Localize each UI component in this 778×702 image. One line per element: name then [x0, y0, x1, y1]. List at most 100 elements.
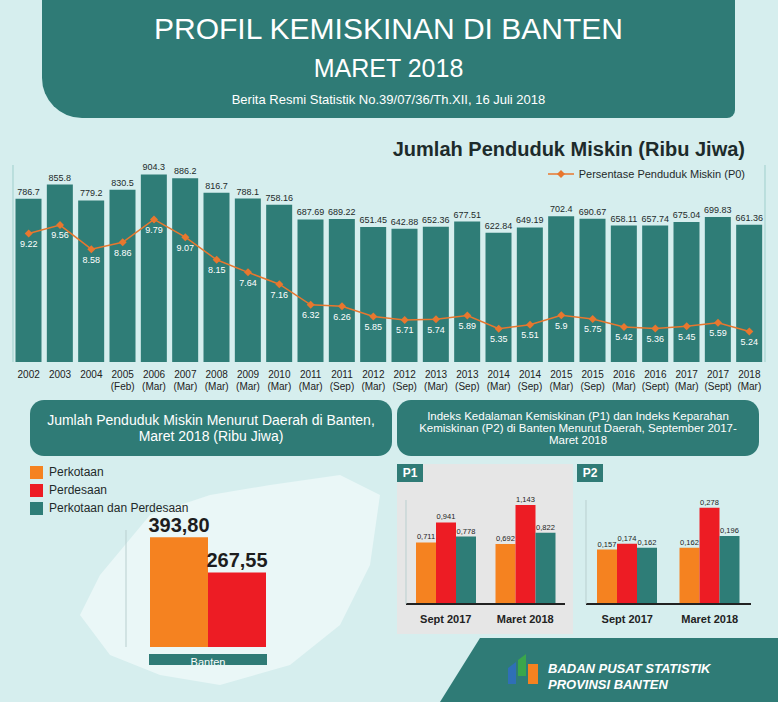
- svg-text:9.07: 9.07: [177, 243, 195, 253]
- svg-text:5.71: 5.71: [396, 325, 414, 335]
- svg-text:8.86: 8.86: [114, 248, 132, 258]
- svg-text:652.36: 652.36: [422, 215, 450, 225]
- svg-text:Maret 2018: Maret 2018: [497, 613, 554, 625]
- svg-text:2004: 2004: [80, 369, 103, 380]
- svg-text:0,711: 0,711: [417, 532, 435, 541]
- svg-text:5.51: 5.51: [521, 330, 539, 340]
- svg-text:661.36: 661.36: [735, 213, 763, 223]
- svg-text:702.4: 702.4: [550, 204, 573, 214]
- svg-text:2015(Sep): 2015(Sep): [580, 369, 604, 392]
- svg-text:690.67: 690.67: [579, 207, 607, 217]
- svg-text:904.3: 904.3: [143, 162, 166, 172]
- svg-text:677.51: 677.51: [453, 210, 481, 220]
- svg-text:1,143: 1,143: [516, 495, 535, 504]
- html-text:Jumlah Penduduk Miskin (Ribu J: Jumlah Penduduk Miskin (Ribu Jiwa): [392, 138, 745, 160]
- svg-text:2006(Mar): 2006(Mar): [142, 369, 166, 392]
- svg-text:2014(Sep): 2014(Sep): [518, 369, 542, 392]
- svg-text:5.9: 5.9: [555, 321, 568, 331]
- svg-text:5.59: 5.59: [709, 328, 727, 338]
- svg-text:886.2: 886.2: [174, 166, 197, 176]
- html-text:PROVINSI BANTEN: PROVINSI BANTEN: [548, 677, 668, 692]
- svg-text:Sept 2017: Sept 2017: [602, 613, 653, 625]
- svg-text:0,941: 0,941: [437, 512, 456, 521]
- html-text:MARET 2018: MARET 2018: [313, 54, 464, 82]
- html-text:Indeks Kedalaman Kemiskinan (P: Indeks Kedalaman Kemiskinan (P1) dan Ind…: [419, 410, 737, 446]
- svg-text:2010(Mar): 2010(Mar): [267, 369, 291, 392]
- svg-text:9.79: 9.79: [145, 225, 163, 235]
- svg-text:5.89: 5.89: [459, 321, 477, 331]
- svg-text:5.36: 5.36: [647, 334, 665, 344]
- svg-text:8.15: 8.15: [208, 265, 226, 275]
- svg-text:786.7: 786.7: [17, 187, 40, 197]
- svg-text:855.8: 855.8: [49, 173, 72, 183]
- svg-text:2012(Sep): 2012(Sep): [392, 369, 416, 392]
- svg-text:699.83: 699.83: [704, 205, 732, 215]
- svg-text:0,196: 0,196: [720, 526, 739, 535]
- svg-text:2014(Mar): 2014(Mar): [487, 369, 511, 392]
- svg-text:658.11: 658.11: [610, 214, 637, 224]
- svg-text:758.16: 758.16: [265, 193, 293, 203]
- svg-text:622.84: 622.84: [485, 221, 513, 231]
- svg-text:0,162: 0,162: [638, 538, 657, 547]
- html-text:PROFIL KEMISKINAN DI BANTEN: PROFIL KEMISKINAN DI BANTEN: [154, 12, 623, 45]
- svg-text:651.45: 651.45: [359, 215, 387, 225]
- svg-text:649.19: 649.19: [516, 215, 544, 225]
- svg-text:788.1: 788.1: [237, 187, 260, 197]
- html-text:BADAN PUSAT STATISTIK: BADAN PUSAT STATISTIK: [548, 661, 711, 676]
- svg-text:675.04: 675.04: [673, 210, 701, 220]
- svg-text:2013(Sep): 2013(Sep): [455, 369, 479, 392]
- svg-text:5.35: 5.35: [490, 334, 508, 344]
- svg-text:657.74: 657.74: [641, 214, 669, 224]
- svg-text:2013(Mar): 2013(Mar): [424, 369, 448, 392]
- svg-text:830.5: 830.5: [111, 178, 134, 188]
- svg-text:816.7: 816.7: [205, 181, 228, 191]
- svg-text:7.64: 7.64: [239, 278, 257, 288]
- svg-text:0,278: 0,278: [700, 498, 719, 507]
- svg-text:2005(Feb): 2005(Feb): [111, 369, 135, 392]
- svg-text:5.85: 5.85: [365, 322, 383, 332]
- svg-text:2007(Mar): 2007(Mar): [173, 369, 197, 392]
- html-text:Jumlah Penduduk Miskin Menurut: Jumlah Penduduk Miskin Menurut Daerah di…: [47, 412, 375, 444]
- svg-text:5.45: 5.45: [678, 332, 696, 342]
- svg-text:2016(Sept): 2016(Sept): [642, 369, 669, 392]
- svg-text:9.22: 9.22: [20, 239, 38, 249]
- svg-text:2017(Mar): 2017(Mar): [675, 369, 699, 392]
- svg-text:0,778: 0,778: [457, 527, 476, 536]
- svg-text:5.42: 5.42: [615, 332, 633, 342]
- svg-text:267,55: 267,55: [206, 549, 267, 571]
- svg-text:5.24: 5.24: [741, 337, 759, 347]
- svg-text:2008(Mar): 2008(Mar): [205, 369, 229, 392]
- svg-text:2011(Sep): 2011(Sep): [330, 369, 354, 392]
- svg-text:Maret 2018: Maret 2018: [681, 613, 738, 625]
- svg-text:8.58: 8.58: [83, 255, 101, 265]
- html-text:Berita Resmi Statistik No.39/0: Berita Resmi Statistik No.39/07/36/Th.XI…: [231, 92, 546, 107]
- svg-text:2015(Mar): 2015(Mar): [549, 369, 573, 392]
- svg-text:642.88: 642.88: [391, 217, 419, 227]
- svg-text:393,80: 393,80: [148, 514, 209, 536]
- svg-text:Banten: Banten: [191, 656, 226, 665]
- svg-text:2012(Mar): 2012(Mar): [361, 369, 385, 392]
- svg-text:0,157: 0,157: [598, 540, 617, 549]
- svg-text:0,822: 0,822: [536, 523, 555, 532]
- svg-text:5.74: 5.74: [427, 325, 445, 335]
- svg-text:2002: 2002: [18, 369, 41, 380]
- svg-text:2011(Mar): 2011(Mar): [299, 369, 323, 392]
- svg-text:5.75: 5.75: [584, 324, 602, 334]
- svg-text:0,692: 0,692: [496, 534, 515, 543]
- html-text:Perkotaan: Perkotaan: [49, 465, 104, 479]
- svg-text:6.32: 6.32: [302, 310, 320, 320]
- svg-text:9.56: 9.56: [51, 230, 69, 240]
- svg-text:2003: 2003: [49, 369, 72, 380]
- svg-text:6.26: 6.26: [333, 312, 351, 322]
- svg-text:0,174: 0,174: [618, 534, 637, 543]
- svg-text:2009(Mar): 2009(Mar): [236, 369, 260, 392]
- svg-text:689.22: 689.22: [328, 207, 356, 217]
- svg-text:779.2: 779.2: [80, 188, 103, 198]
- svg-text:0,162: 0,162: [680, 538, 699, 547]
- svg-text:2018(Mar): 2018(Mar): [737, 369, 761, 392]
- svg-text:7.16: 7.16: [271, 290, 289, 300]
- svg-text:Sept 2017: Sept 2017: [420, 613, 471, 625]
- svg-text:2017(Sept): 2017(Sept): [704, 369, 731, 392]
- svg-text:2016(Mar): 2016(Mar): [612, 369, 636, 392]
- svg-text:687.69: 687.69: [297, 207, 325, 217]
